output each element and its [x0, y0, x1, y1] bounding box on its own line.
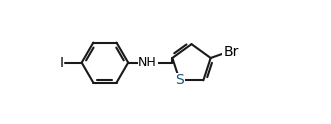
Text: I: I — [60, 56, 64, 70]
Text: S: S — [175, 73, 184, 87]
Text: Br: Br — [223, 45, 239, 59]
Text: NH: NH — [138, 56, 157, 69]
